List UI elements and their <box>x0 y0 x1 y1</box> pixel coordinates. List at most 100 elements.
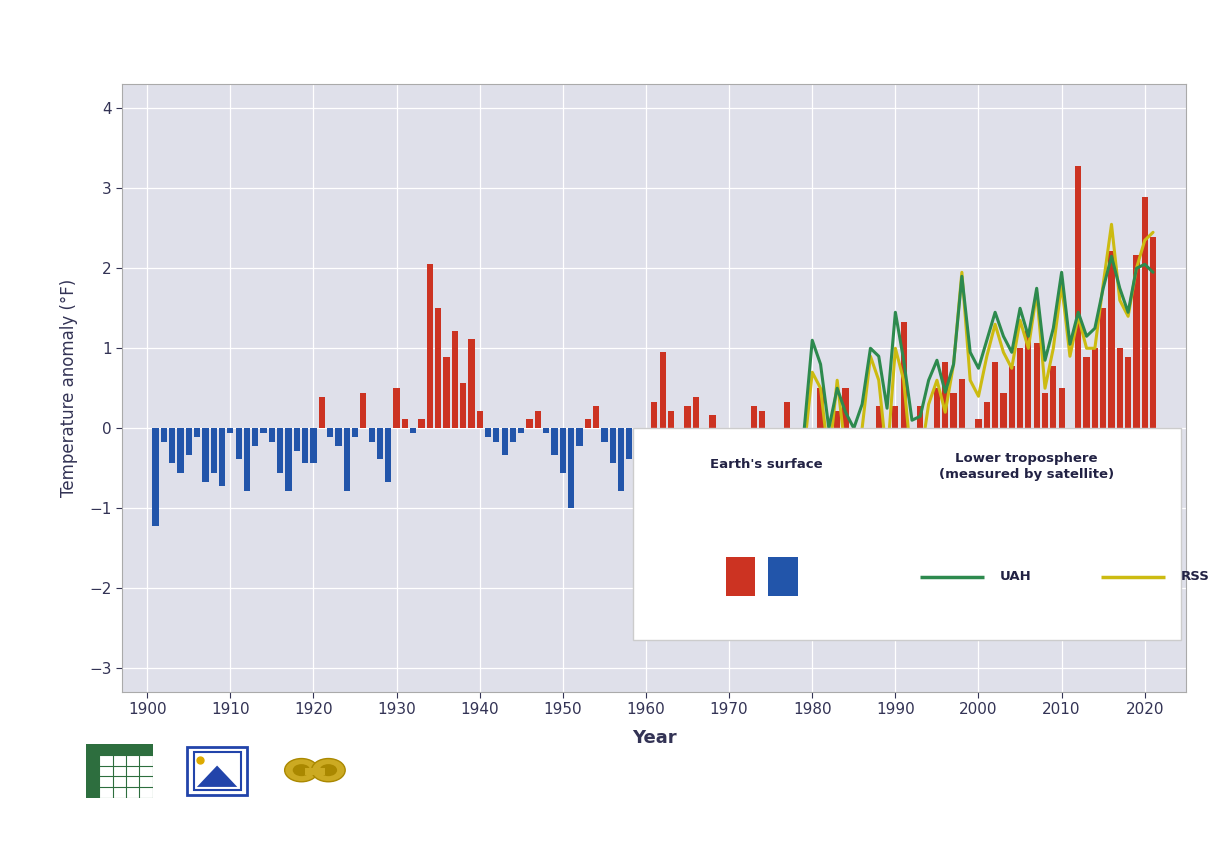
Bar <box>843 388 849 428</box>
Bar <box>1075 166 1081 428</box>
Text: UAH: UAH <box>1000 570 1032 583</box>
Bar <box>651 402 658 428</box>
Bar <box>1000 393 1007 428</box>
Bar <box>460 383 466 428</box>
Bar <box>186 428 192 455</box>
Bar <box>169 428 175 463</box>
Bar <box>477 411 483 428</box>
Bar <box>709 414 715 428</box>
Bar <box>194 428 201 437</box>
Bar <box>278 428 284 473</box>
Bar <box>942 362 948 428</box>
Bar <box>243 428 251 490</box>
Bar <box>602 428 608 441</box>
Circle shape <box>292 764 311 776</box>
Bar <box>177 428 183 473</box>
Bar <box>519 428 525 433</box>
Bar <box>444 357 450 428</box>
Bar <box>718 428 724 446</box>
Bar <box>976 419 982 428</box>
Text: Earth's surface: Earth's surface <box>709 458 822 471</box>
Bar <box>876 406 882 428</box>
Bar <box>701 428 707 441</box>
Bar <box>302 428 308 463</box>
Bar <box>742 428 748 437</box>
FancyBboxPatch shape <box>634 428 1181 641</box>
Bar <box>900 322 906 428</box>
Bar <box>1134 255 1140 428</box>
X-axis label: Year: Year <box>632 728 676 747</box>
Bar <box>486 428 492 437</box>
Bar <box>759 411 766 428</box>
Bar <box>817 388 823 428</box>
Bar <box>534 411 541 428</box>
Bar <box>618 428 624 490</box>
Circle shape <box>312 759 345 782</box>
Bar <box>202 428 209 482</box>
Bar <box>934 388 940 428</box>
Bar <box>585 419 591 428</box>
Bar <box>493 428 499 441</box>
Bar <box>1092 349 1098 428</box>
Bar <box>543 428 549 433</box>
Bar <box>775 428 783 459</box>
Bar <box>1033 344 1040 428</box>
Bar <box>305 768 325 775</box>
Bar <box>285 428 291 490</box>
Bar <box>153 428 159 526</box>
Bar <box>1066 428 1073 451</box>
Bar <box>560 428 566 473</box>
Text: Lower troposphere
(measured by satellite): Lower troposphere (measured by satellite… <box>939 452 1114 481</box>
Bar <box>826 428 832 437</box>
Bar <box>193 752 241 790</box>
Bar <box>967 428 974 433</box>
Bar <box>335 428 341 446</box>
Bar <box>893 406 899 428</box>
Bar <box>810 428 816 508</box>
Bar <box>410 428 416 433</box>
Bar <box>344 428 350 490</box>
Bar <box>86 744 153 755</box>
Bar <box>260 428 267 433</box>
Bar <box>1058 388 1065 428</box>
FancyBboxPatch shape <box>768 557 797 597</box>
Bar <box>1150 237 1156 428</box>
Bar <box>1108 251 1114 428</box>
Bar <box>402 419 408 428</box>
Bar <box>992 362 998 428</box>
Bar <box>801 428 807 513</box>
Bar <box>609 428 616 463</box>
Bar <box>86 744 99 798</box>
Bar <box>160 428 168 441</box>
Bar <box>926 428 932 433</box>
Bar <box>1084 357 1090 428</box>
Polygon shape <box>197 766 237 787</box>
Bar <box>734 428 741 455</box>
Bar <box>1025 331 1031 428</box>
Bar <box>427 263 433 428</box>
Bar <box>1009 365 1015 428</box>
Bar <box>319 397 325 428</box>
Bar <box>685 406 691 428</box>
Bar <box>294 428 300 451</box>
Bar <box>659 352 665 428</box>
Bar <box>851 428 857 437</box>
Bar <box>643 428 649 468</box>
Bar <box>1099 308 1107 428</box>
Bar <box>377 428 383 459</box>
Bar <box>567 428 575 508</box>
Bar <box>676 428 682 433</box>
Bar <box>626 428 632 459</box>
Bar <box>751 406 757 428</box>
Bar <box>884 428 890 468</box>
Bar <box>210 428 216 473</box>
Bar <box>950 393 956 428</box>
Bar <box>726 428 733 433</box>
Bar <box>468 339 475 428</box>
Bar <box>385 428 391 482</box>
Bar <box>501 428 508 455</box>
Bar <box>635 428 641 446</box>
Y-axis label: Temperature anomaly (°F): Temperature anomaly (°F) <box>60 279 78 497</box>
Circle shape <box>285 759 318 782</box>
Bar <box>394 388 400 428</box>
